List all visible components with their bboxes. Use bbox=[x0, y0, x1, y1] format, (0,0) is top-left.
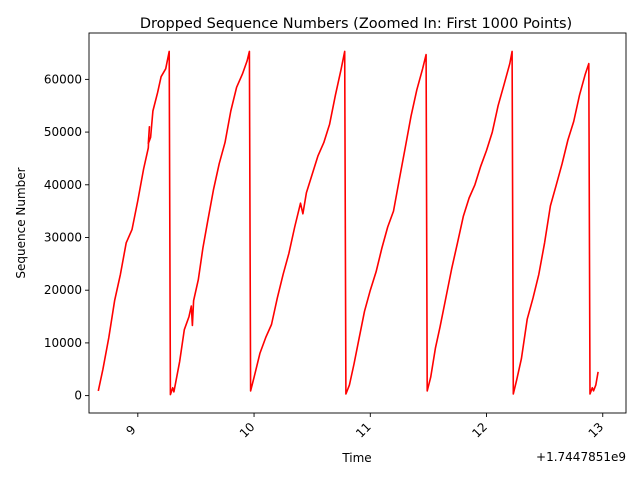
series-line bbox=[97, 50, 599, 396]
y-tick-label: 10000 bbox=[44, 336, 82, 350]
y-tick-label: 40000 bbox=[44, 178, 82, 192]
y-tick-label: 0 bbox=[74, 389, 82, 403]
x-tick-label: 12 bbox=[469, 420, 490, 441]
y-tick-label: 20000 bbox=[44, 283, 82, 297]
x-axis: 9 10 11 12 13 bbox=[123, 413, 606, 441]
y-axis-label: Sequence Number bbox=[14, 167, 28, 278]
x-axis-offset-label: +1.7447851e9 bbox=[536, 450, 626, 464]
y-tick-label: 60000 bbox=[44, 72, 82, 86]
y-tick-label: 30000 bbox=[44, 230, 82, 244]
x-tick-label: 9 bbox=[123, 423, 138, 438]
y-tick-label: 50000 bbox=[44, 125, 82, 139]
x-axis-label: Time bbox=[341, 451, 371, 465]
x-tick-label: 11 bbox=[353, 420, 374, 441]
x-tick-label: 13 bbox=[586, 420, 607, 441]
y-axis: 0 10000 20000 30000 40000 50000 60000 bbox=[44, 72, 89, 403]
x-tick-label: 10 bbox=[237, 420, 258, 441]
plot-frame bbox=[88, 32, 627, 414]
chart-title: Dropped Sequence Numbers (Zoomed In: Fir… bbox=[140, 16, 572, 32]
